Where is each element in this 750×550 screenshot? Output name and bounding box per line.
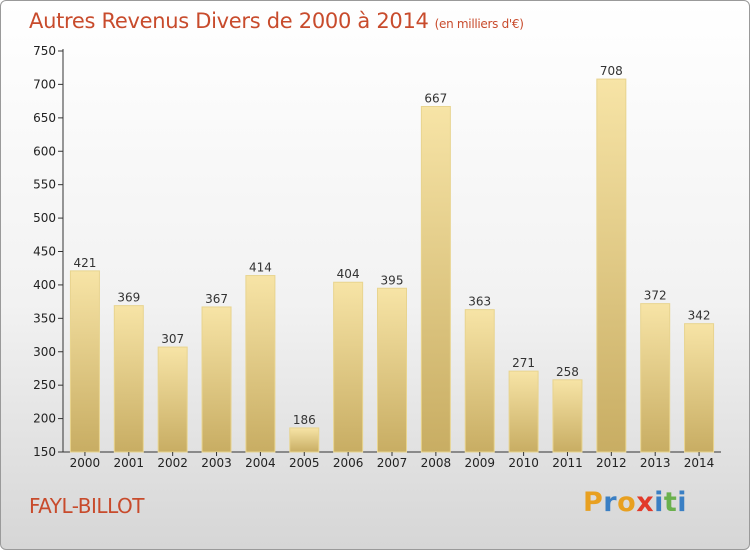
x-tick-label: 2009 [464,456,495,470]
bar [684,323,715,453]
logo-letter: i [677,487,688,518]
bar [113,305,144,453]
bar [333,281,364,453]
x-tick-label: 2000 [70,456,101,470]
bar-value-label: 271 [512,356,535,370]
logo-letter: i [654,487,664,518]
bar-value-label: 404 [337,267,360,281]
commune-name: FAYL-BILLOT [29,494,144,518]
y-tick-label: 500 [33,211,56,225]
x-tick-label: 2004 [245,456,276,470]
bar-value-label: 363 [468,295,491,309]
bar [377,287,407,453]
bar [245,275,276,453]
bar [69,270,100,453]
x-tick-label: 2005 [289,456,320,470]
y-tick-label: 750 [33,44,56,58]
x-tick-label: 2010 [508,456,539,470]
bar [464,309,495,453]
bar-value-label: 372 [644,289,667,303]
proxiti-logo: Proxiti [583,487,687,518]
y-tick-label: 450 [33,245,56,259]
x-tick-label: 2002 [157,456,188,470]
bar [596,78,627,453]
bar-value-label: 395 [381,273,404,287]
y-tick-label: 550 [33,178,56,192]
y-tick-label: 250 [33,378,56,392]
x-tick-label: 2003 [201,456,232,470]
x-tick-label: 2013 [640,456,671,470]
logo-letter: t [663,487,678,518]
x-tick-label: 2012 [596,456,627,470]
x-tick-label: 2001 [114,456,145,470]
bar-value-label: 414 [249,261,272,275]
x-tick-label: 2006 [333,456,364,470]
chart-title: Autres Revenus Divers de 2000 à 2014 (en … [29,9,524,33]
y-tick-label: 400 [33,278,56,292]
y-tick-label: 650 [33,111,56,125]
x-tick-label: 2007 [377,456,408,470]
y-tick-label: 200 [33,412,56,426]
logo-letter: P [583,487,604,518]
logo-letter: o [617,487,637,518]
bar-value-label: 258 [556,365,579,379]
bar-value-label: 708 [600,64,623,78]
y-tick-label: 300 [33,345,56,359]
bar [420,105,451,453]
bar-value-label: 342 [688,309,711,323]
bar [157,346,188,453]
bar [508,370,539,453]
title-unit: (en milliers d'€) [434,17,524,31]
y-tick-label: 150 [33,445,56,459]
logo-letter: r [603,487,618,518]
bar-value-label: 186 [293,413,316,427]
bar-value-label: 307 [161,332,184,346]
y-tick-label: 350 [33,311,56,325]
y-tick-label: 600 [33,144,56,158]
y-tick-label: 700 [33,77,56,91]
title-text: Autres Revenus Divers de 2000 à 2014 [29,9,429,33]
bar [201,306,232,453]
bar-value-label: 667 [424,91,447,105]
logo-letter: x [636,487,655,518]
bar-value-label: 369 [117,291,140,305]
bar-value-label: 367 [205,292,228,306]
x-tick-label: 2014 [684,456,715,470]
bar [640,303,671,453]
bar-value-label: 421 [73,256,96,270]
x-tick-label: 2008 [421,456,452,470]
bar [552,379,583,453]
bar [289,427,320,453]
x-tick-label: 2011 [552,456,583,470]
